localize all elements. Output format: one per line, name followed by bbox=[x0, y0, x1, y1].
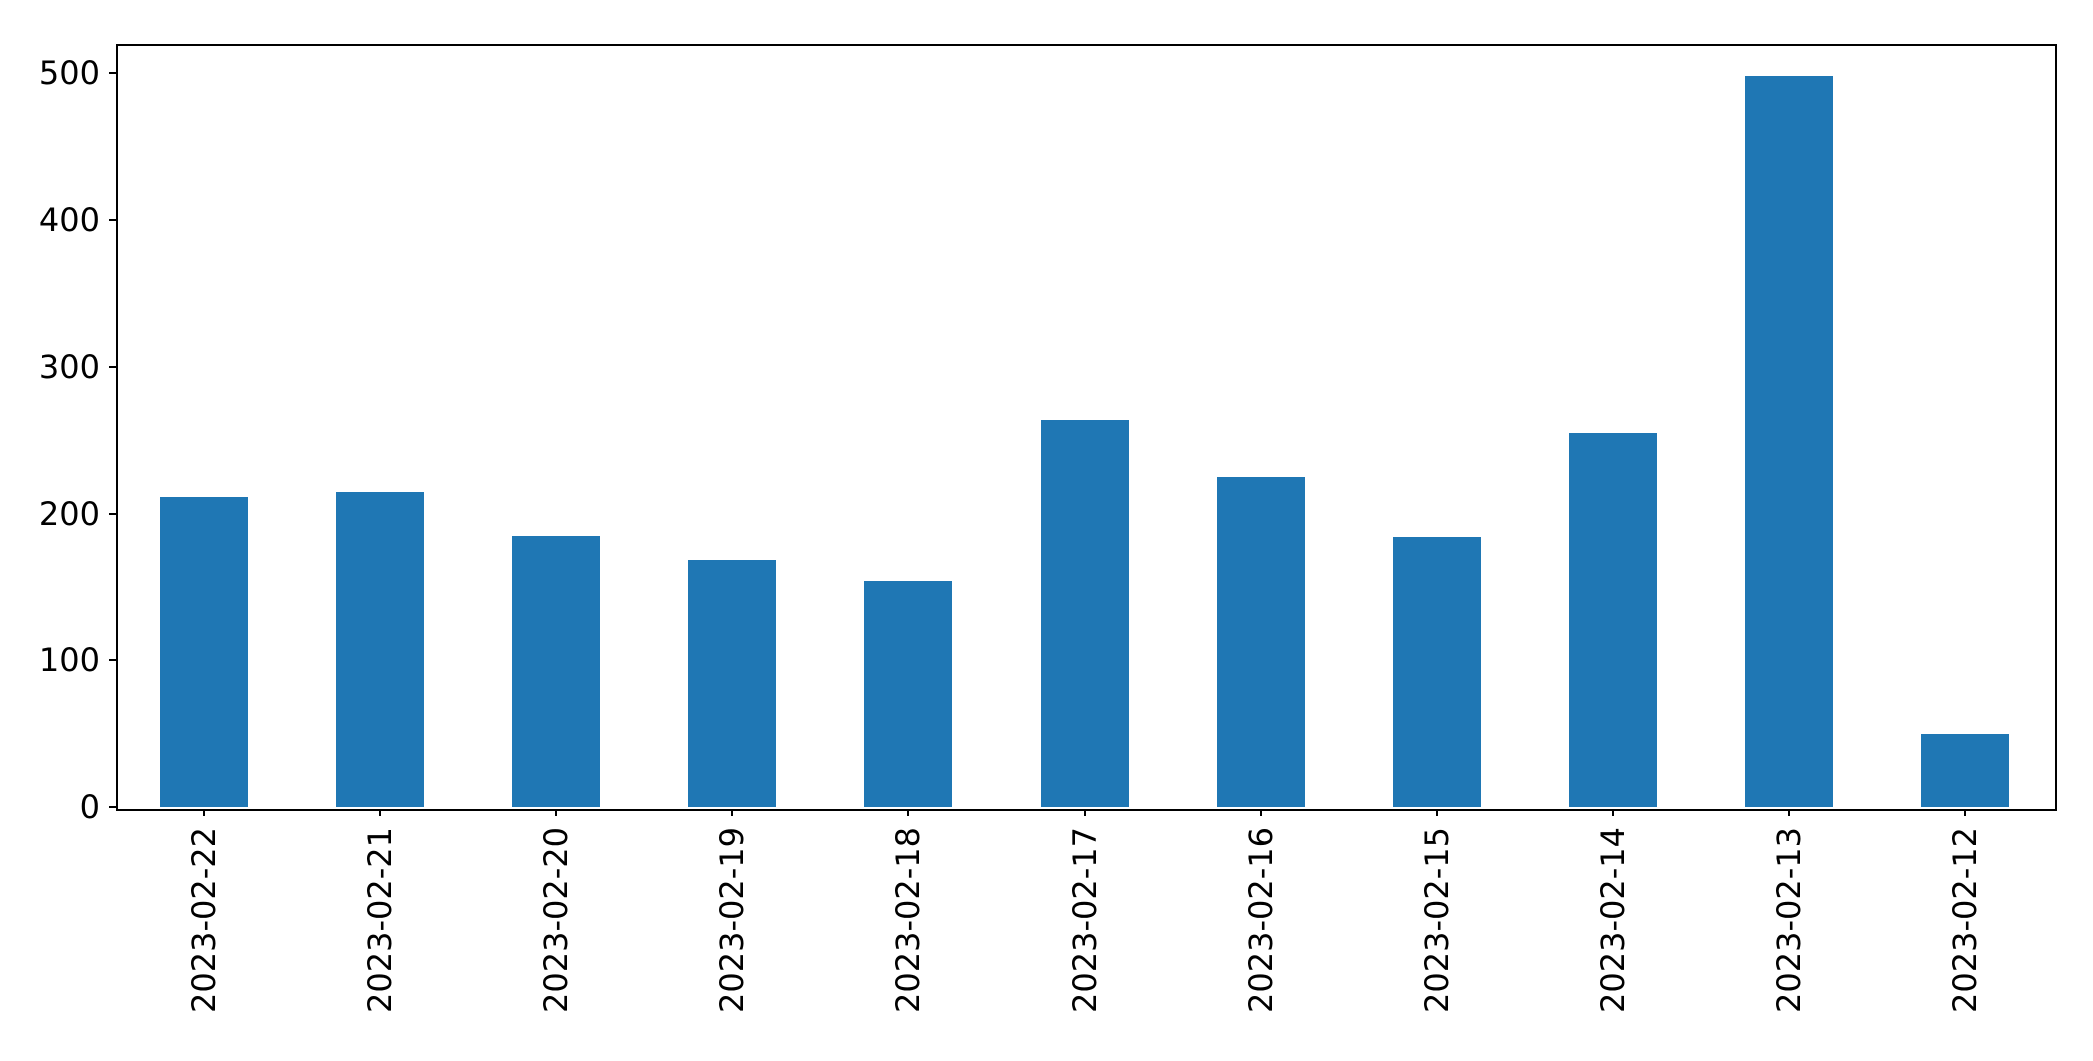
y-axis-tick-mark bbox=[109, 659, 116, 662]
y-axis-tick-label: 500 bbox=[38, 54, 100, 93]
y-axis-tick-label: 100 bbox=[38, 641, 100, 680]
bar bbox=[688, 560, 777, 807]
x-axis-tick-mark bbox=[731, 809, 734, 816]
bar bbox=[336, 491, 425, 807]
x-axis-tick-label: 2023-02-13 bbox=[1769, 827, 1808, 1013]
x-axis-tick-mark bbox=[1611, 809, 1614, 816]
x-axis-tick-label: 2023-02-16 bbox=[1241, 827, 1280, 1013]
x-axis-tick-label: 2023-02-20 bbox=[537, 827, 576, 1013]
x-axis-tick-label: 2023-02-21 bbox=[361, 827, 400, 1013]
x-axis-tick-mark bbox=[907, 809, 910, 816]
x-axis-tick-mark bbox=[203, 809, 206, 816]
x-axis-tick-label: 2023-02-19 bbox=[713, 827, 752, 1013]
x-axis-tick-label: 2023-02-12 bbox=[1945, 827, 1984, 1013]
bar bbox=[1216, 476, 1305, 807]
x-axis-tick-label: 2023-02-22 bbox=[185, 827, 224, 1013]
x-axis-tick-mark bbox=[1259, 809, 1262, 816]
bar bbox=[160, 497, 249, 807]
x-axis-tick-mark bbox=[1083, 809, 1086, 816]
bar bbox=[512, 535, 601, 807]
y-axis-tick-label: 200 bbox=[38, 494, 100, 533]
y-axis-tick-mark bbox=[109, 365, 116, 368]
y-axis-tick-label: 400 bbox=[38, 201, 100, 240]
x-axis-tick-label: 2023-02-17 bbox=[1065, 827, 1104, 1013]
bar bbox=[1392, 537, 1481, 807]
bar bbox=[1040, 419, 1129, 807]
x-axis-tick-mark bbox=[1963, 809, 1966, 816]
y-axis-tick-mark bbox=[109, 219, 116, 222]
y-axis-tick-label: 0 bbox=[79, 788, 100, 826]
y-axis-tick-label: 300 bbox=[38, 347, 100, 386]
x-axis-tick-mark bbox=[1787, 809, 1790, 816]
y-axis-tick-mark bbox=[109, 512, 116, 515]
x-axis-tick-label: 2023-02-15 bbox=[1417, 827, 1456, 1013]
bar bbox=[864, 581, 953, 807]
bar bbox=[1744, 76, 1833, 807]
y-axis-tick-mark bbox=[109, 72, 116, 75]
x-axis-tick-label: 2023-02-18 bbox=[889, 827, 928, 1013]
bar bbox=[1920, 733, 2009, 807]
bar bbox=[1568, 432, 1657, 807]
x-axis-tick-mark bbox=[555, 809, 558, 816]
x-axis-tick-mark bbox=[1435, 809, 1438, 816]
x-axis-tick-mark bbox=[379, 809, 382, 816]
y-axis-tick-mark bbox=[109, 806, 116, 808]
x-axis-tick-label: 2023-02-14 bbox=[1593, 827, 1632, 1013]
